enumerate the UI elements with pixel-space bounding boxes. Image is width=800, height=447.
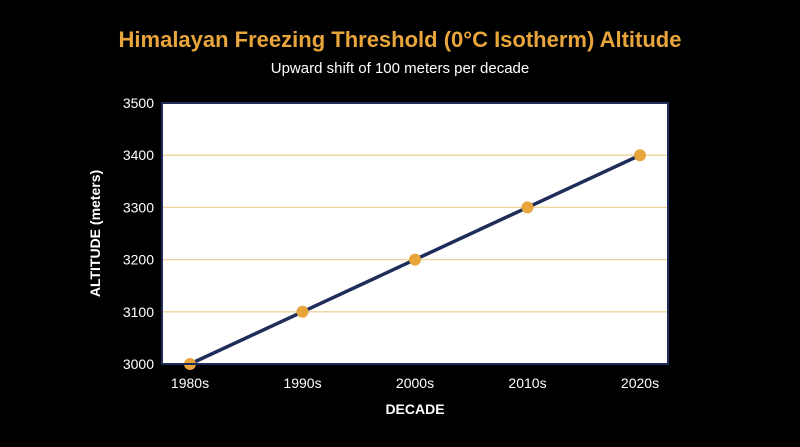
y-axis-label: ALTITUDE (meters): [87, 170, 103, 297]
plot-area: [162, 103, 668, 364]
y-tick-label: 3500: [123, 95, 154, 111]
y-axis-ticks: 3000 3100 3200 3300 3400 3500: [123, 95, 154, 372]
y-tick-label: 3400: [123, 147, 154, 163]
y-tick-label: 3100: [123, 304, 154, 320]
y-tick-label: 3200: [123, 252, 154, 268]
chart-title: Himalayan Freezing Threshold (0°C Isothe…: [118, 27, 682, 52]
x-axis-label: DECADE: [385, 401, 444, 417]
x-tick-label: 1980s: [171, 375, 209, 391]
y-tick-label: 3300: [123, 199, 154, 215]
x-axis-ticks: 1980s 1990s 2000s 2010s 2020s: [171, 375, 659, 391]
data-point: [409, 253, 421, 266]
series-layer: [184, 149, 646, 370]
data-point: [521, 201, 534, 214]
data-point: [296, 305, 309, 318]
x-tick-label: 2020s: [621, 375, 659, 391]
plot-border: [161, 102, 669, 365]
x-tick-label: 1990s: [283, 375, 321, 391]
x-tick-label: 2000s: [396, 375, 434, 391]
chart-subtitle: Upward shift of 100 meters per decade: [270, 60, 530, 77]
data-point: [634, 149, 646, 162]
y-tick-label: 3000: [123, 356, 154, 372]
x-tick-label: 2010s: [508, 375, 546, 391]
